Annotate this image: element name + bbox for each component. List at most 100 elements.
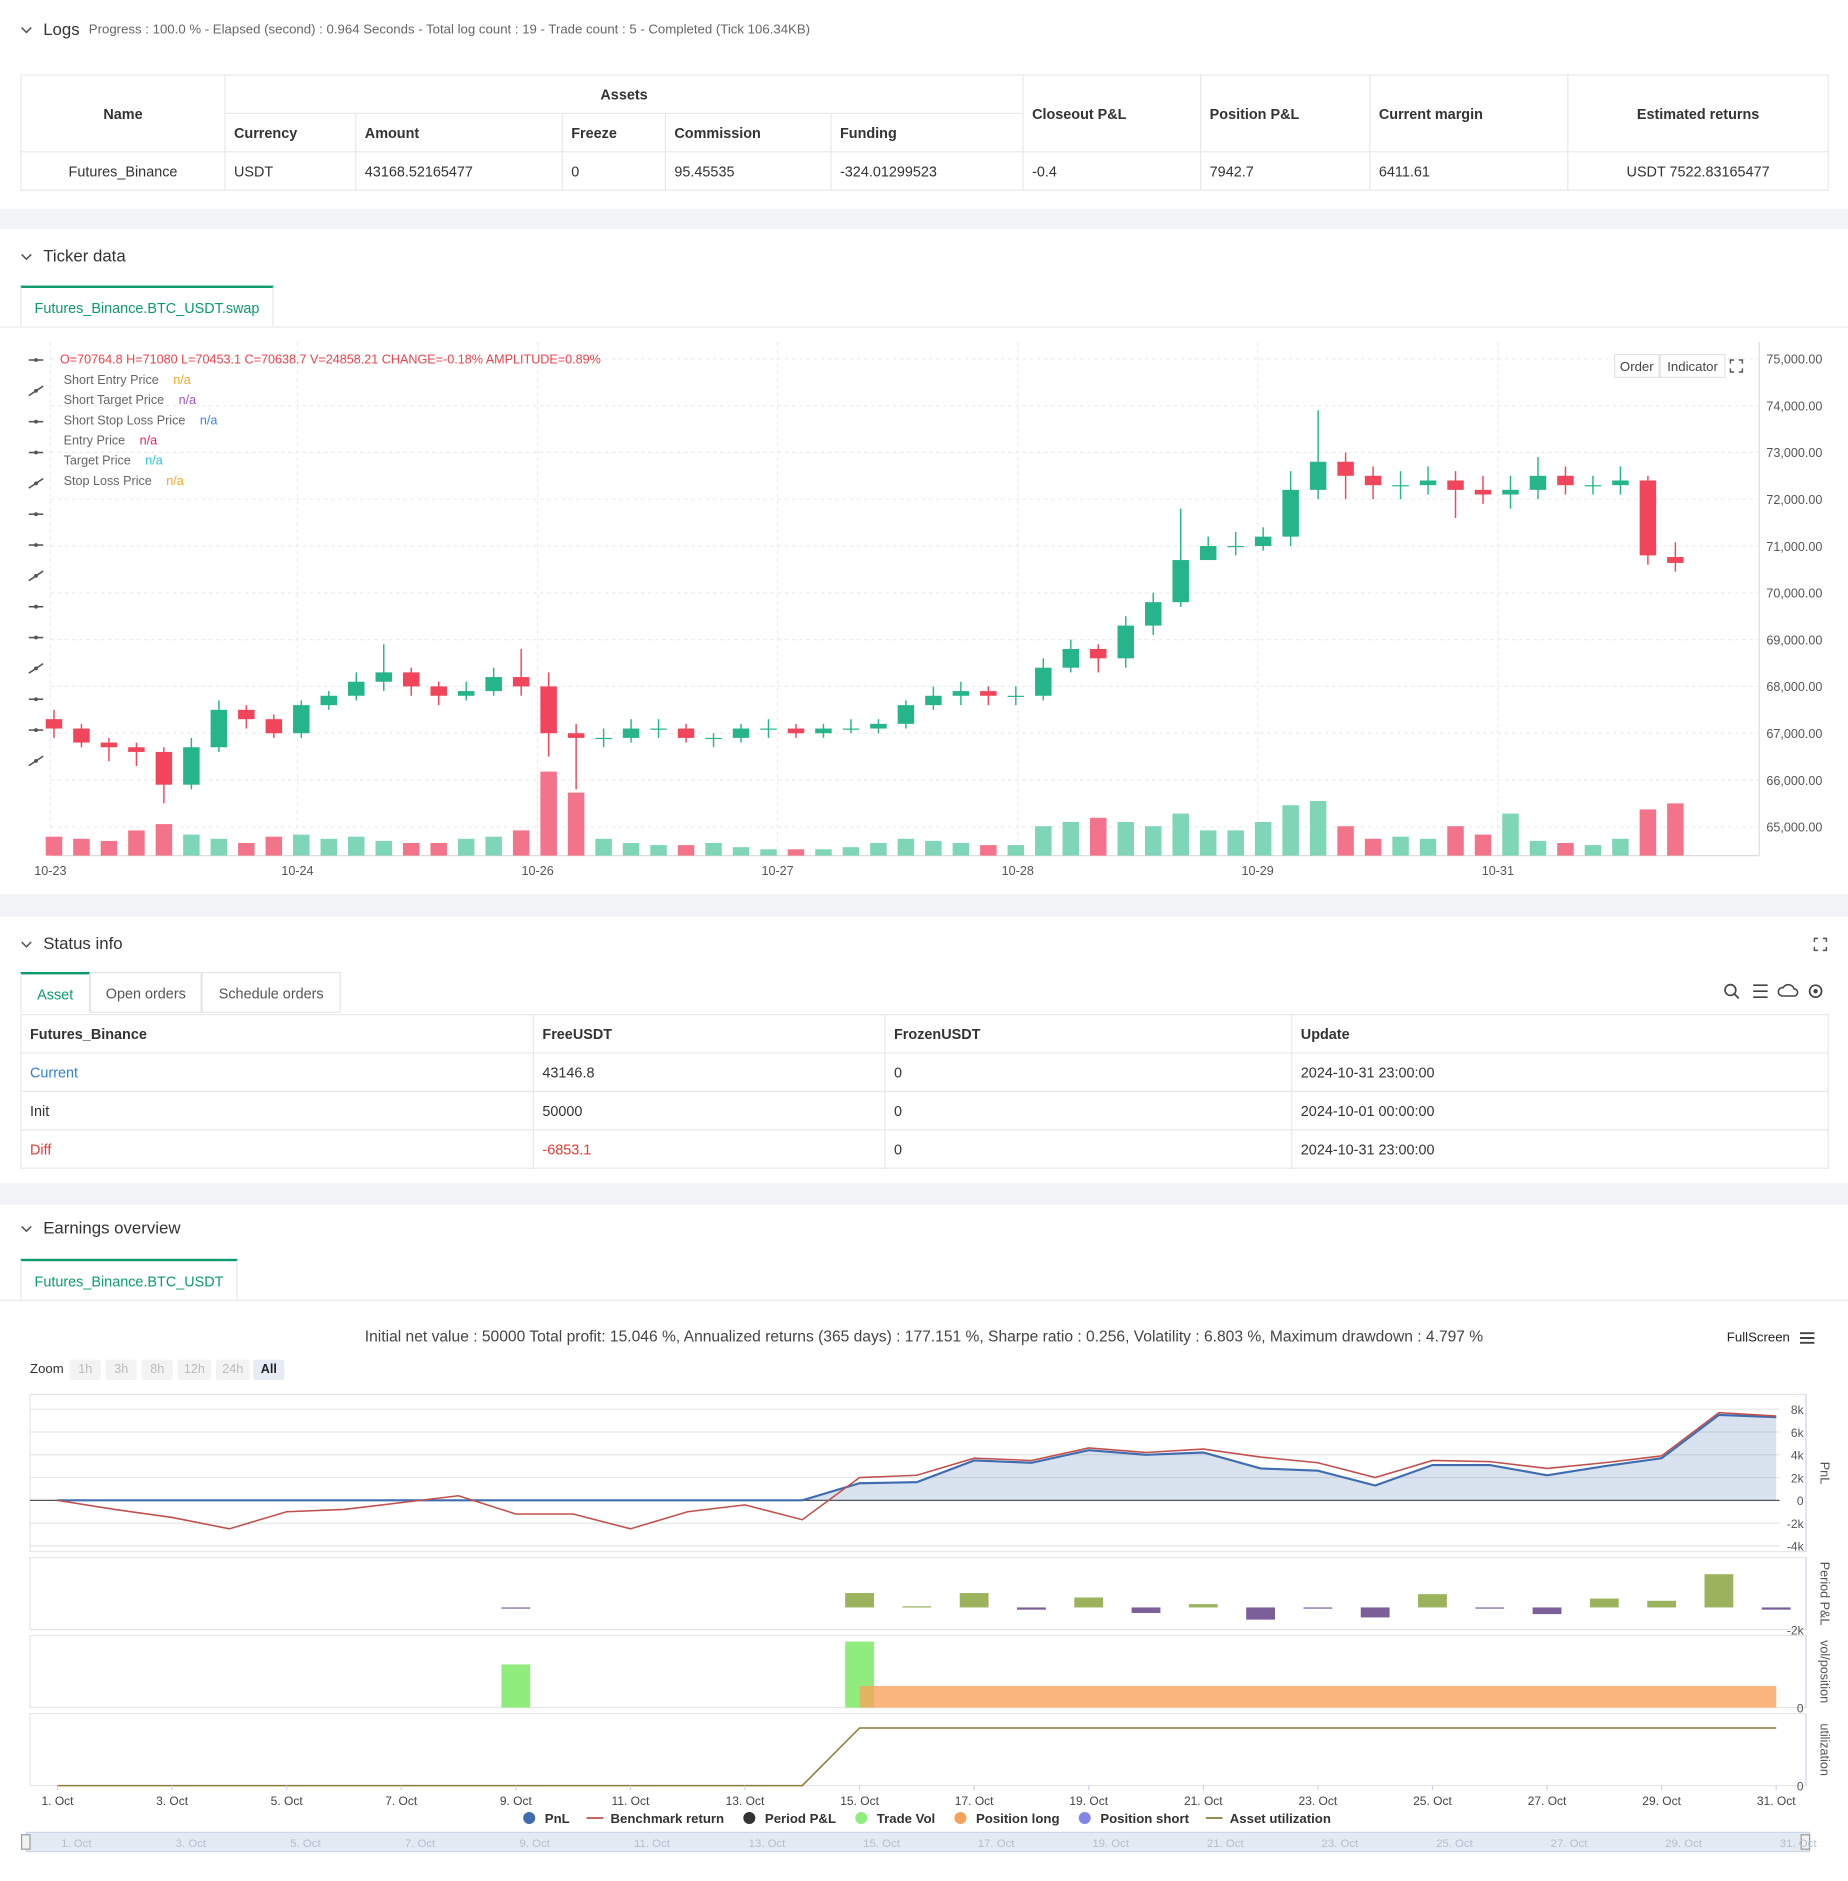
- x-tick-label: 10-31: [1482, 864, 1514, 878]
- symbol-tab[interactable]: Futures_Binance.BTC_USDT.swap: [20, 285, 274, 327]
- candle-body: [155, 751, 173, 785]
- tool-icon[interactable]: [34, 604, 38, 609]
- x-tick-label: 19. Oct: [1069, 1794, 1108, 1808]
- zoom-button[interactable]: 24h: [216, 1359, 250, 1380]
- navigator-handle[interactable]: [21, 1834, 31, 1850]
- legend-label[interactable]: Position short: [1100, 1811, 1189, 1826]
- volume-bar: [402, 843, 420, 856]
- indicator-button[interactable]: Indicator: [1659, 354, 1726, 378]
- zoom-button[interactable]: 1h: [69, 1359, 101, 1380]
- legend-marker[interactable]: [743, 1812, 756, 1825]
- volume-bar: [952, 843, 970, 856]
- y-tick-label: 71,000.00: [1766, 540, 1822, 554]
- navigator-label: 31. Oct: [1780, 1838, 1818, 1850]
- status-tab[interactable]: Open orders: [90, 972, 202, 1013]
- zoom-button[interactable]: 12h: [177, 1359, 212, 1380]
- volume-bar: [980, 845, 997, 856]
- volume-bar: [1282, 805, 1299, 856]
- volume-bar: [485, 836, 502, 856]
- legend-label[interactable]: Period P&L: [765, 1811, 836, 1826]
- legend-label[interactable]: PnL: [545, 1811, 570, 1826]
- volume-bar: [375, 840, 392, 856]
- collapse-icon[interactable]: [19, 250, 33, 264]
- tool-icon[interactable]: [34, 697, 38, 702]
- candlestick-chart: 65,000.00 66,000.00 67,000.00 68,000.00 69,0…: [28, 342, 1822, 878]
- table-cell: 0: [561, 151, 667, 191]
- line: [57, 1413, 1777, 1502]
- symbol-tab[interactable]: Futures_Binance.BTC_USDT: [20, 1258, 238, 1300]
- volume-bar: [1117, 822, 1134, 856]
- candle-body: [1667, 557, 1684, 563]
- section-title: Logs: [43, 19, 80, 39]
- indicator-value: n/a: [145, 454, 163, 468]
- bar: [1188, 1604, 1218, 1608]
- tool-icon[interactable]: [34, 450, 38, 455]
- expand-icon[interactable]: [1728, 358, 1745, 375]
- volume-bar: [1557, 843, 1574, 856]
- candle-body: [238, 709, 255, 720]
- earnings-summary: Initial net value : 50000 Total profit: …: [364, 1327, 1484, 1346]
- x-tick-label: 10-23: [34, 864, 66, 878]
- candle-body: [1419, 480, 1437, 486]
- separator: [0, 894, 1848, 917]
- column-header: Closeout P&L: [1022, 74, 1202, 153]
- volume-bar: [1529, 840, 1547, 856]
- collapse-icon[interactable]: [19, 937, 33, 951]
- tool-icon[interactable]: [34, 635, 38, 640]
- tool-icon[interactable]: [34, 388, 38, 393]
- fullscreen-button[interactable]: FullScreen: [1726, 1330, 1790, 1346]
- tool-icon[interactable]: [34, 666, 38, 671]
- menu-icon[interactable]: [1799, 1331, 1816, 1345]
- volume-bar: [1199, 830, 1217, 856]
- tab-rule: [0, 326, 1848, 328]
- x-tick-label: 10-27: [761, 864, 793, 878]
- collapse-icon[interactable]: [19, 1222, 33, 1236]
- assets-table: Name Assets Closeout P&L Position P&L Curren…: [20, 74, 1829, 191]
- tool-icon[interactable]: [34, 419, 38, 424]
- tool-icon[interactable]: [34, 358, 38, 362]
- collapse-icon[interactable]: [19, 23, 33, 37]
- axis-title: Period P&L: [1817, 1562, 1831, 1626]
- y-tick-label: 4k: [1791, 1449, 1805, 1463]
- zoom-button[interactable]: 8h: [141, 1359, 173, 1380]
- tool-icon[interactable]: [34, 481, 38, 486]
- tool-icon[interactable]: [34, 573, 38, 578]
- volume-bar: [622, 843, 640, 856]
- expand-icon[interactable]: [1812, 936, 1829, 953]
- navigator-label: 21. Oct: [1207, 1838, 1245, 1850]
- legend-label[interactable]: Benchmark return: [611, 1811, 725, 1826]
- zoom-button[interactable]: 3h: [105, 1359, 137, 1380]
- bar: [845, 1593, 874, 1608]
- x-tick-label: 10-28: [1002, 864, 1034, 878]
- legend-label[interactable]: Trade Vol: [877, 1811, 935, 1826]
- navigator-handle[interactable]: [1800, 1834, 1811, 1850]
- toolbar-icons[interactable]: [1722, 982, 1828, 1001]
- volume-bar: [210, 838, 228, 856]
- status-tab[interactable]: Schedule orders: [201, 972, 341, 1013]
- tool-icon[interactable]: [34, 728, 38, 732]
- table-cell: 6411.61: [1369, 151, 1569, 191]
- column-header: Amount: [355, 112, 563, 153]
- tool-icon[interactable]: [34, 543, 38, 547]
- legend-label[interactable]: Asset utilization: [1230, 1811, 1331, 1826]
- order-button[interactable]: Order: [1614, 354, 1660, 378]
- volume-bar: [1419, 838, 1437, 856]
- indicator-legend: Entry Price n/a: [64, 433, 158, 447]
- zoom-button[interactable]: All: [253, 1359, 285, 1380]
- legend-label[interactable]: Position long: [976, 1811, 1060, 1826]
- legend-marker[interactable]: [954, 1812, 967, 1825]
- legend-marker[interactable]: [523, 1812, 536, 1825]
- legend-marker[interactable]: [1078, 1812, 1091, 1825]
- table-cell: 43146.8: [532, 1052, 886, 1093]
- indicator-value: n/a: [140, 433, 158, 447]
- volume-bar: [155, 824, 173, 856]
- legend-marker[interactable]: [855, 1812, 868, 1825]
- tool-icon[interactable]: [34, 759, 38, 763]
- navigator-label: 27. Oct: [1551, 1838, 1589, 1850]
- bar: [1074, 1597, 1104, 1608]
- status-tab[interactable]: Asset: [20, 972, 90, 1013]
- section-title: Earnings overview: [43, 1218, 181, 1238]
- indicator-value: n/a: [166, 474, 184, 488]
- tool-icon[interactable]: [34, 512, 38, 517]
- table-row: Init 50000 0 2024-10-01 00:00:00: [20, 1090, 1829, 1131]
